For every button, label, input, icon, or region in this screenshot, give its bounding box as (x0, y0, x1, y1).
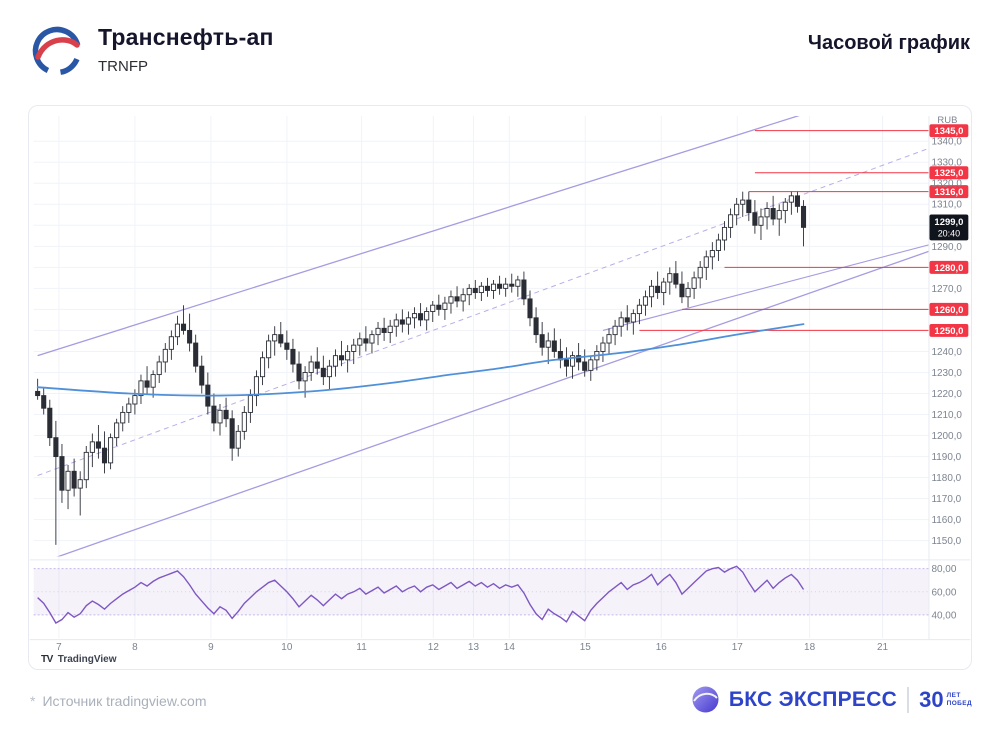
svg-text:1330,0: 1330,0 (931, 158, 962, 169)
svg-text:RUB: RUB (937, 115, 957, 126)
page-header: Транснефть-ап TRNFP Часовой график (30, 24, 970, 78)
price-axis[interactable]: RUB 1340,0 1330,0 1320,0 1310,0 1290,0 1270,0 1… (931, 115, 962, 547)
bks-globe-icon (692, 686, 719, 713)
svg-text:1280,0: 1280,0 (934, 263, 963, 274)
company-logo (32, 26, 82, 76)
svg-text:1270,0: 1270,0 (931, 284, 962, 295)
tradingview-label: TradingView (57, 654, 117, 665)
svg-text:1290,0: 1290,0 (931, 242, 962, 253)
chart-canvas[interactable]: 1345,01325,01316,01280,01260,01250,0RUB1… (29, 106, 971, 669)
chart-card: 1345,0 1325,0 1316,0 1280,0 1260,0 1250,0 RUB 1… (28, 105, 972, 670)
page-title: Транснефть-ап (98, 24, 274, 50)
svg-text:1150,0: 1150,0 (931, 536, 961, 547)
svg-text:1220,0: 1220,0 (931, 389, 962, 400)
svg-text:14: 14 (504, 642, 516, 653)
resistance-levels[interactable]: 1345,0 1325,0 1316,0 1280,0 1260,0 1250,0 (639, 124, 969, 337)
svg-text:7: 7 (56, 642, 62, 653)
svg-text:80,00: 80,00 (931, 564, 956, 575)
asterisk: * (30, 693, 36, 709)
tradingview-attribution[interactable]: TV TradingView (41, 654, 117, 665)
svg-text:16: 16 (656, 642, 668, 653)
svg-text:1170,0: 1170,0 (931, 494, 961, 505)
svg-text:10: 10 (281, 642, 293, 653)
svg-text:1260,0: 1260,0 (934, 305, 963, 316)
svg-text:60,00: 60,00 (931, 587, 956, 598)
svg-text:13: 13 (468, 642, 480, 653)
svg-text:1230,0: 1230,0 (931, 368, 962, 379)
candles (35, 191, 807, 545)
svg-text:1160,0: 1160,0 (931, 515, 961, 526)
svg-text:21: 21 (877, 642, 889, 653)
source-text: Источник tradingview.com (42, 693, 207, 709)
svg-text:1340,0: 1340,0 (931, 137, 962, 148)
rsi-pane: 80,00 60,00 40,00 (33, 564, 957, 624)
svg-text:1345,0: 1345,0 (934, 126, 963, 137)
source-note: * Источник tradingview.com (30, 693, 207, 709)
brand-block: Транснефть-ап TRNFP (30, 24, 274, 78)
svg-text:1200,0: 1200,0 (931, 431, 962, 442)
trend-channel[interactable] (37, 106, 932, 564)
timeframe-label: Часовой график (807, 32, 970, 54)
svg-text:1210,0: 1210,0 (931, 410, 962, 421)
svg-text:40,00: 40,00 (931, 610, 956, 621)
svg-text:18: 18 (804, 642, 816, 653)
svg-text:15: 15 (580, 642, 592, 653)
svg-text:1320,0: 1320,0 (931, 179, 962, 190)
svg-text:1310,0: 1310,0 (931, 200, 962, 211)
svg-text:1316,0: 1316,0 (934, 187, 963, 198)
svg-text:1190,0: 1190,0 (931, 452, 961, 463)
current-price-badge: 1299,020:40 (929, 214, 969, 241)
svg-text:1299,0: 1299,0 (934, 217, 963, 228)
time-axis[interactable]: 7 8 9 10 11 12 13 14 15 16 17 18 21 (56, 642, 888, 653)
bks-divider (907, 686, 910, 713)
svg-text:12: 12 (428, 642, 440, 653)
bks-logo: БКС ЭКСПРЕСС 30 ЛЕТ ПОБЕД (692, 686, 972, 713)
bks-brand-text: БКС ЭКСПРЕСС (728, 687, 898, 711)
svg-text:1240,0: 1240,0 (931, 347, 962, 358)
svg-text:11: 11 (356, 642, 367, 653)
svg-text:17: 17 (732, 642, 744, 653)
svg-text:20:40: 20:40 (938, 228, 960, 238)
svg-text:1250,0: 1250,0 (934, 326, 963, 337)
svg-text:9: 9 (208, 642, 214, 653)
ticker-label: TRNFP (98, 58, 148, 75)
tradingview-icon: TV (41, 654, 53, 665)
bks-30-badge: 30 ЛЕТ ПОБЕД (919, 686, 972, 712)
svg-text:1180,0: 1180,0 (931, 473, 961, 484)
svg-text:8: 8 (132, 642, 138, 653)
svg-text:1325,0: 1325,0 (934, 168, 963, 179)
moving-average-line (36, 323, 805, 397)
